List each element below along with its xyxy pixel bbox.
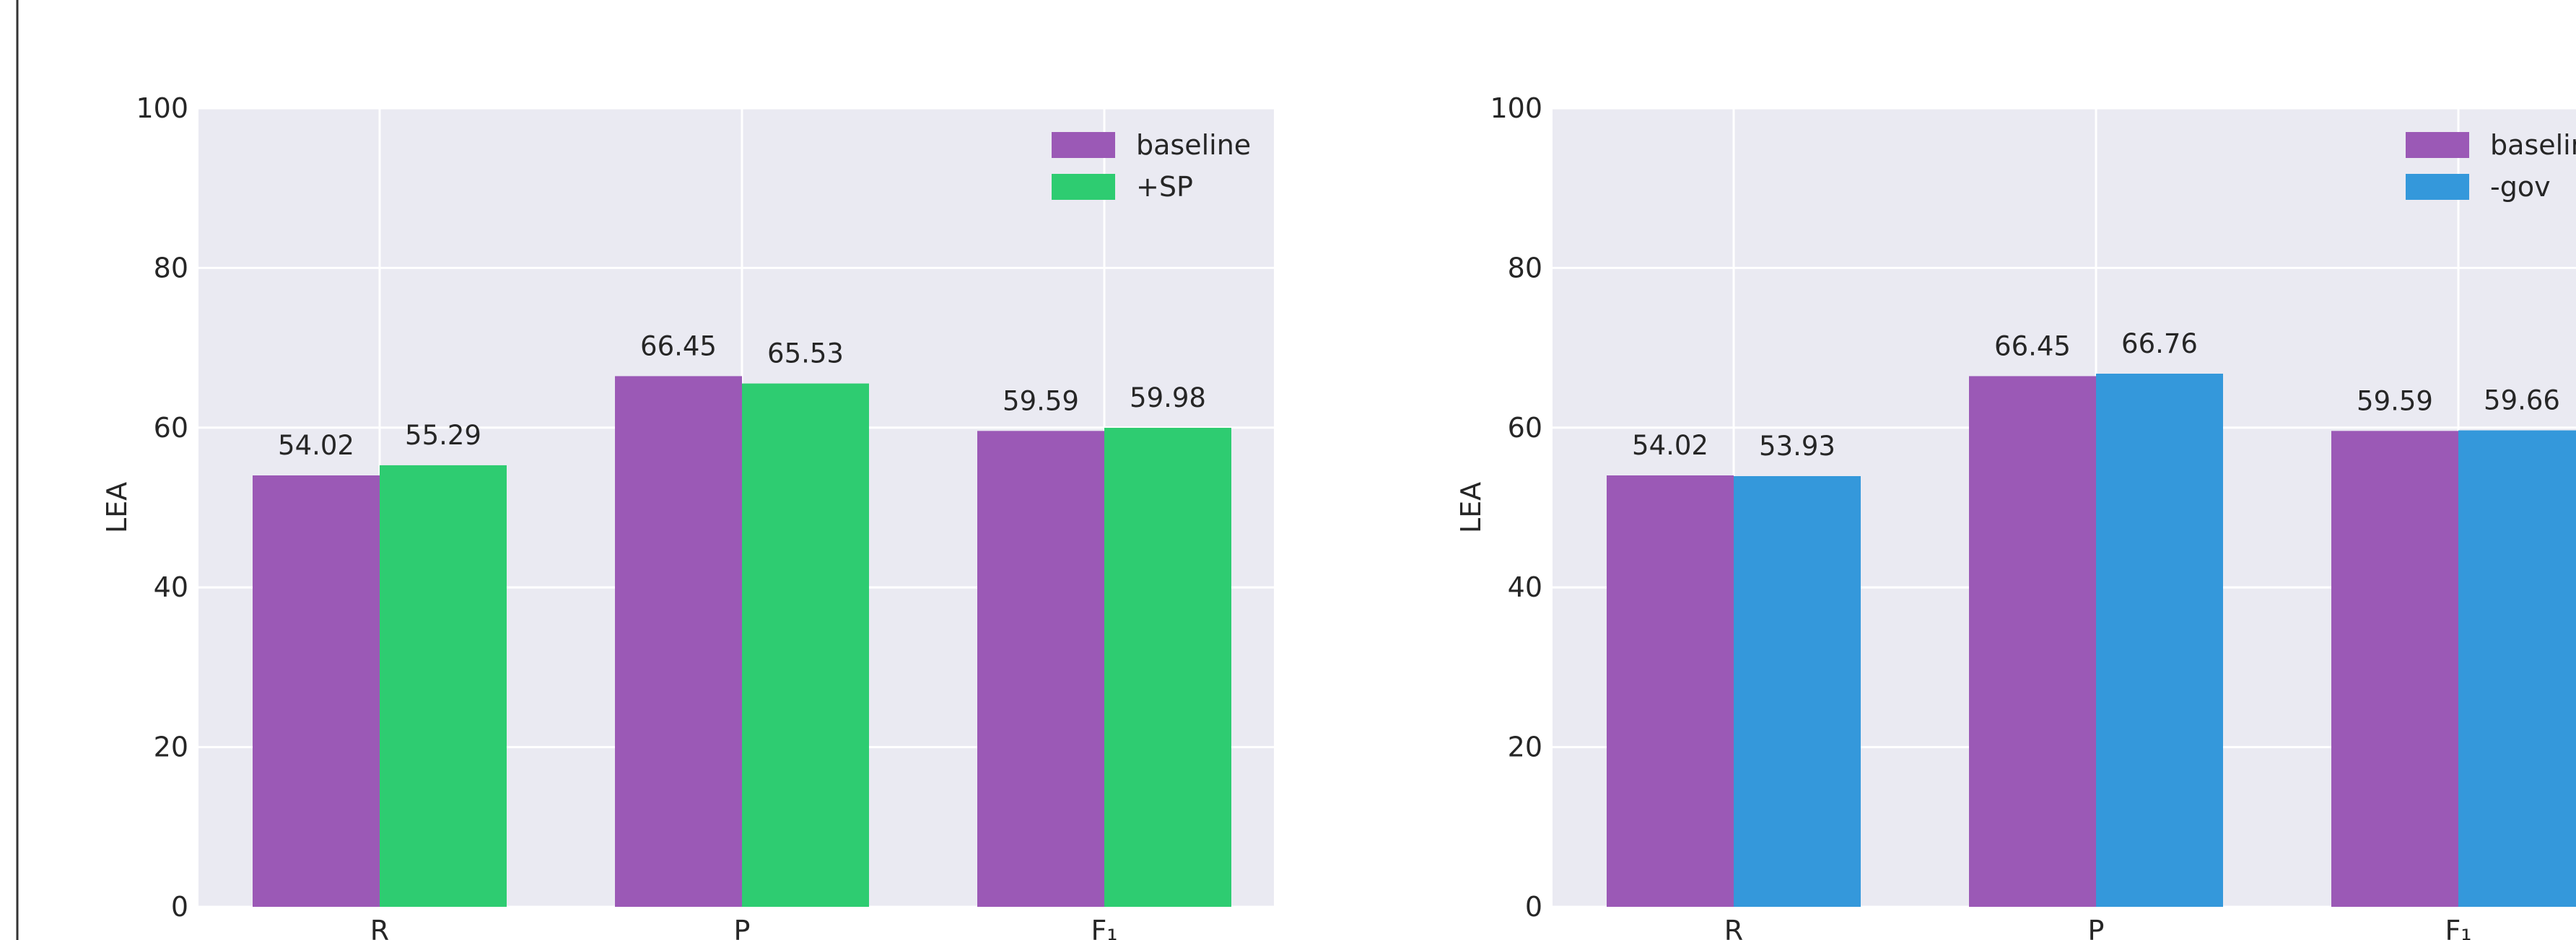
bar-value-label: 54.02 <box>278 430 354 461</box>
x-tick-label: P <box>2088 915 2105 940</box>
y-tick-label: 0 <box>171 891 188 923</box>
bar-value-label: 66.76 <box>2121 328 2198 359</box>
x-tick-label: P <box>734 915 751 940</box>
bar-value-label: 54.02 <box>1632 430 1708 461</box>
legend: baseline +SP <box>1052 129 1251 203</box>
bar-value-label: 59.98 <box>1130 382 1206 413</box>
y-tick-label: 100 <box>136 92 188 124</box>
legend-swatch <box>1052 174 1115 200</box>
y-tick-label: 60 <box>1508 412 1542 444</box>
y-tick-label: 20 <box>154 732 188 763</box>
x-tick-label: F₁ <box>1091 915 1117 940</box>
legend-swatch <box>1052 132 1115 158</box>
chart-panel-1: 0 20 40 60 80 100 54.02 66.45 59.59 55.29 65.53 59.… <box>101 92 1274 940</box>
bar-value-label: 65.53 <box>767 338 844 369</box>
bar-baseline-2 <box>1969 376 2096 907</box>
bar-value-label: 59.66 <box>2484 385 2560 416</box>
bar-gov-2 <box>2096 373 2223 907</box>
legend-label: -gov <box>2490 171 2551 203</box>
y-axis-label: LEA <box>1455 482 1487 533</box>
x-tick-label: F₁ <box>2445 915 2471 940</box>
legend-label: +SP <box>1136 171 1193 203</box>
y-tick-label: 100 <box>1490 92 1542 124</box>
bar-sp-3 <box>1104 428 1231 907</box>
bar-sp-1 <box>380 465 507 907</box>
bar-value-label: 53.93 <box>1759 431 1835 462</box>
bar-sp-2 <box>742 383 869 907</box>
bar-value-label: 55.29 <box>405 420 481 451</box>
legend-label: baseline <box>2490 129 2576 161</box>
y-tick-label: 80 <box>1508 252 1542 284</box>
legend-swatch <box>2406 132 2469 158</box>
bar-value-label: 59.59 <box>1003 385 1079 416</box>
bar-baseline-3 <box>977 431 1104 907</box>
chart-panel-2: 0 20 40 60 80 100 54.02 66.45 59.59 53.93 66.76 59.… <box>1455 92 2576 940</box>
bar-baseline-1 <box>253 475 380 907</box>
y-axis-label: LEA <box>101 482 133 533</box>
y-tick-label: 40 <box>1508 571 1542 603</box>
y-tick-label: 40 <box>154 571 188 603</box>
bar-gov-3 <box>2458 430 2576 907</box>
y-tick-label: 20 <box>1508 732 1542 763</box>
legend: baseline -gov <box>2406 129 2576 203</box>
x-tick-label: R <box>1724 915 1743 940</box>
y-tick-label: 80 <box>154 252 188 284</box>
bar-baseline-1 <box>1607 475 1734 907</box>
bar-gov-1 <box>1734 475 1861 907</box>
bar-baseline-2 <box>615 376 742 907</box>
bar-value-label: 59.59 <box>2357 385 2433 416</box>
legend-swatch <box>2406 174 2469 200</box>
bar-value-label: 66.45 <box>1994 330 2071 361</box>
bar-baseline-3 <box>2331 431 2458 907</box>
y-tick-label: 60 <box>154 412 188 444</box>
legend-label: baseline <box>1136 129 1251 161</box>
y-tick-label: 0 <box>1525 891 1542 923</box>
bar-value-label: 66.45 <box>640 330 717 361</box>
x-tick-label: R <box>370 915 389 940</box>
